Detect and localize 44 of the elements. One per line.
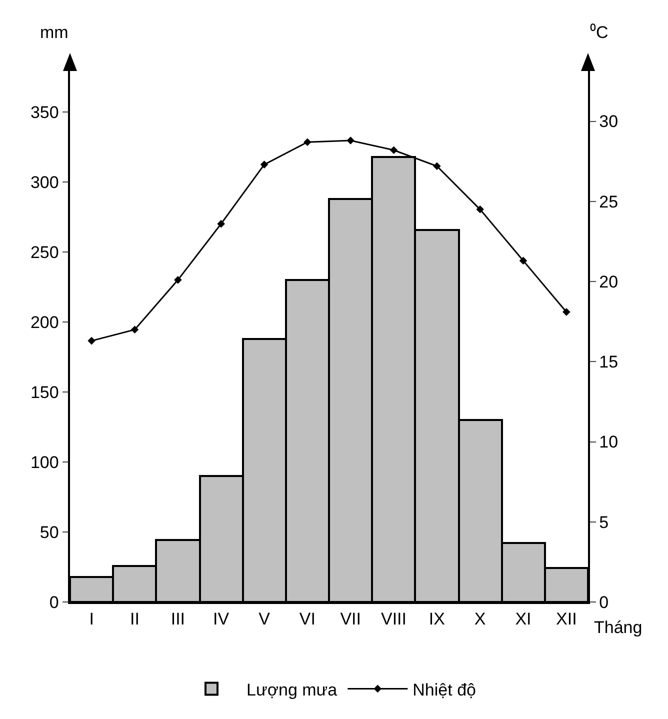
x-axis-title: Tháng bbox=[594, 618, 642, 637]
x-tick-label: VII bbox=[340, 609, 361, 628]
point bbox=[476, 206, 484, 214]
point bbox=[174, 276, 182, 284]
y2-tick-label: 0 bbox=[599, 592, 609, 612]
x-tick-label: VI bbox=[299, 609, 316, 628]
x-tick-label: VIII bbox=[380, 609, 407, 628]
y2-tick-label: 10 bbox=[599, 432, 618, 452]
legend-label: Nhiệt độ bbox=[412, 680, 476, 700]
point bbox=[304, 138, 312, 146]
y-tick-label: 200 bbox=[30, 312, 59, 332]
x-tick-label: XII bbox=[556, 609, 577, 628]
y2-tick-label: 15 bbox=[599, 352, 618, 372]
y-tick-label: 350 bbox=[30, 102, 59, 122]
x-tick-label: IV bbox=[213, 609, 230, 628]
y-tick-label: 300 bbox=[30, 172, 59, 192]
y2-tick-label: 25 bbox=[599, 192, 618, 212]
y-axis-title: mm bbox=[40, 23, 68, 42]
y-tick-label: 100 bbox=[30, 452, 59, 472]
point bbox=[217, 220, 225, 228]
point bbox=[562, 308, 570, 316]
x-tick-label: II bbox=[130, 609, 140, 628]
y2-tick-label: 5 bbox=[599, 512, 609, 532]
x-tick-label: V bbox=[258, 609, 271, 628]
x-tick-label: I bbox=[89, 609, 94, 628]
point bbox=[130, 326, 139, 334]
x-tick-label: IX bbox=[428, 609, 445, 628]
x-tick-label: III bbox=[170, 609, 186, 628]
x-tick-label: XI bbox=[515, 609, 532, 628]
y2-tick-label: 30 bbox=[599, 112, 618, 132]
x-tick-label: X bbox=[474, 609, 486, 628]
y2-axis-title: ⁰C bbox=[590, 23, 608, 42]
y-tick-label: 250 bbox=[30, 242, 59, 262]
point bbox=[346, 136, 354, 144]
y-tick-label: 50 bbox=[40, 522, 59, 542]
point bbox=[260, 160, 268, 168]
point bbox=[519, 256, 528, 265]
point bbox=[390, 146, 398, 154]
y-tick-label: 0 bbox=[49, 592, 59, 612]
point bbox=[433, 162, 441, 170]
y2-tick-label: 20 bbox=[599, 272, 618, 292]
legend-label: Lượng mưa bbox=[246, 680, 338, 700]
y-tick-label: 150 bbox=[30, 382, 59, 402]
point bbox=[88, 336, 96, 345]
